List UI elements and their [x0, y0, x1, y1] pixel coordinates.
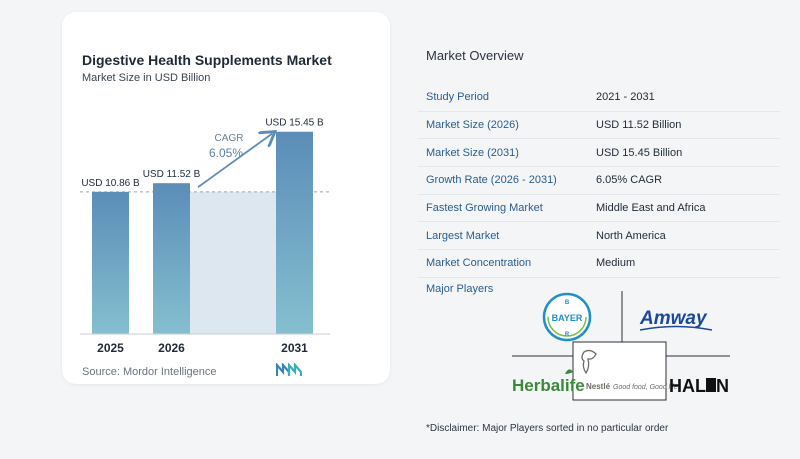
svg-text:Amway: Amway [639, 308, 708, 329]
amway-logo-icon: Amway [639, 308, 713, 331]
bar-2026 [153, 183, 190, 334]
overview-label: Largest Market [426, 229, 500, 242]
herbalife-logo-icon: Herbalife [512, 369, 585, 395]
x-tick-label: 2026 [158, 341, 185, 355]
projection-shade [190, 191, 276, 334]
bar-2025 [92, 191, 129, 334]
overview-row: Growth Rate (2026 - 2031) 6.05% CAGR [418, 167, 780, 195]
svg-text:Good food, Good life: Good food, Good life [613, 384, 678, 391]
data-label: USD 10.86 B [81, 178, 140, 189]
overview-table: Study Period 2021 - 2031 Market Size (202… [418, 84, 780, 278]
overview-value: Medium [596, 257, 636, 270]
overview-label: Market Concentration [426, 257, 532, 270]
overview-value: Middle East and Africa [596, 202, 706, 215]
svg-text:R: R [565, 332, 570, 338]
x-tick-label: 2031 [281, 341, 308, 355]
chart-subtitle: Market Size in USD Billion [82, 72, 211, 84]
overview-value: USD 15.45 Billion [596, 146, 683, 159]
overview-title: Market Overview [426, 48, 524, 63]
overview-label: Fastest Growing Market [426, 202, 543, 215]
bar-2031 [276, 131, 313, 334]
svg-text:N: N [716, 376, 729, 396]
overview-label: Market Size (2031) [426, 146, 519, 159]
cagr-value: 6.05% [209, 146, 243, 160]
data-label: USD 15.45 B [265, 118, 324, 129]
mordor-intelligence-logo-icon [276, 363, 302, 376]
svg-text:Nestlé: Nestlé [586, 382, 611, 391]
source-text: Source: Mordor Intelligence [82, 366, 217, 378]
chart-title: Digestive Health Supplements Market [82, 52, 332, 68]
data-label: USD 11.52 B [143, 169, 201, 180]
overview-row: Study Period 2021 - 2031 [418, 84, 780, 112]
bayer-logo-icon: BAYER B R [542, 292, 592, 342]
overview-label: Market Size (2026) [426, 119, 519, 132]
disclaimer-text: *Disclaimer: Major Players sorted in no … [426, 423, 669, 434]
major-players-label: Major Players [426, 283, 494, 295]
cagr-label: CAGR [215, 133, 244, 144]
cagr-arrow [197, 134, 272, 188]
svg-text:BAYER: BAYER [552, 313, 583, 323]
overview-row: Market Concentration Medium [418, 250, 780, 278]
overview-row: Market Size (2026) USD 11.52 Billion [418, 112, 780, 140]
overview-label: Growth Rate (2026 - 2031) [426, 174, 557, 187]
overview-value: USD 11.52 Billion [596, 119, 682, 132]
overview-label: Study Period [426, 91, 489, 104]
nestle-logo-icon: Nestlé Good food, Good life [581, 349, 678, 391]
overview-value: 2021 - 2031 [596, 91, 655, 104]
svg-text:HAL: HAL [669, 376, 706, 396]
overview-row: Fastest Growing Market Middle East and Af… [418, 195, 780, 223]
nestle-logo-box [572, 341, 667, 401]
svg-text:Herbalife: Herbalife [512, 376, 585, 395]
overview-value: North America [596, 229, 666, 242]
overview-value: 6.05% CAGR [596, 174, 663, 187]
x-tick-label: 2025 [97, 341, 124, 355]
overview-row: Largest Market North America [418, 222, 780, 251]
haleon-logo-icon: HAL N [669, 376, 729, 396]
overview-row: Market Size (2031) USD 15.45 Billion [418, 139, 780, 168]
svg-text:B: B [565, 300, 570, 306]
